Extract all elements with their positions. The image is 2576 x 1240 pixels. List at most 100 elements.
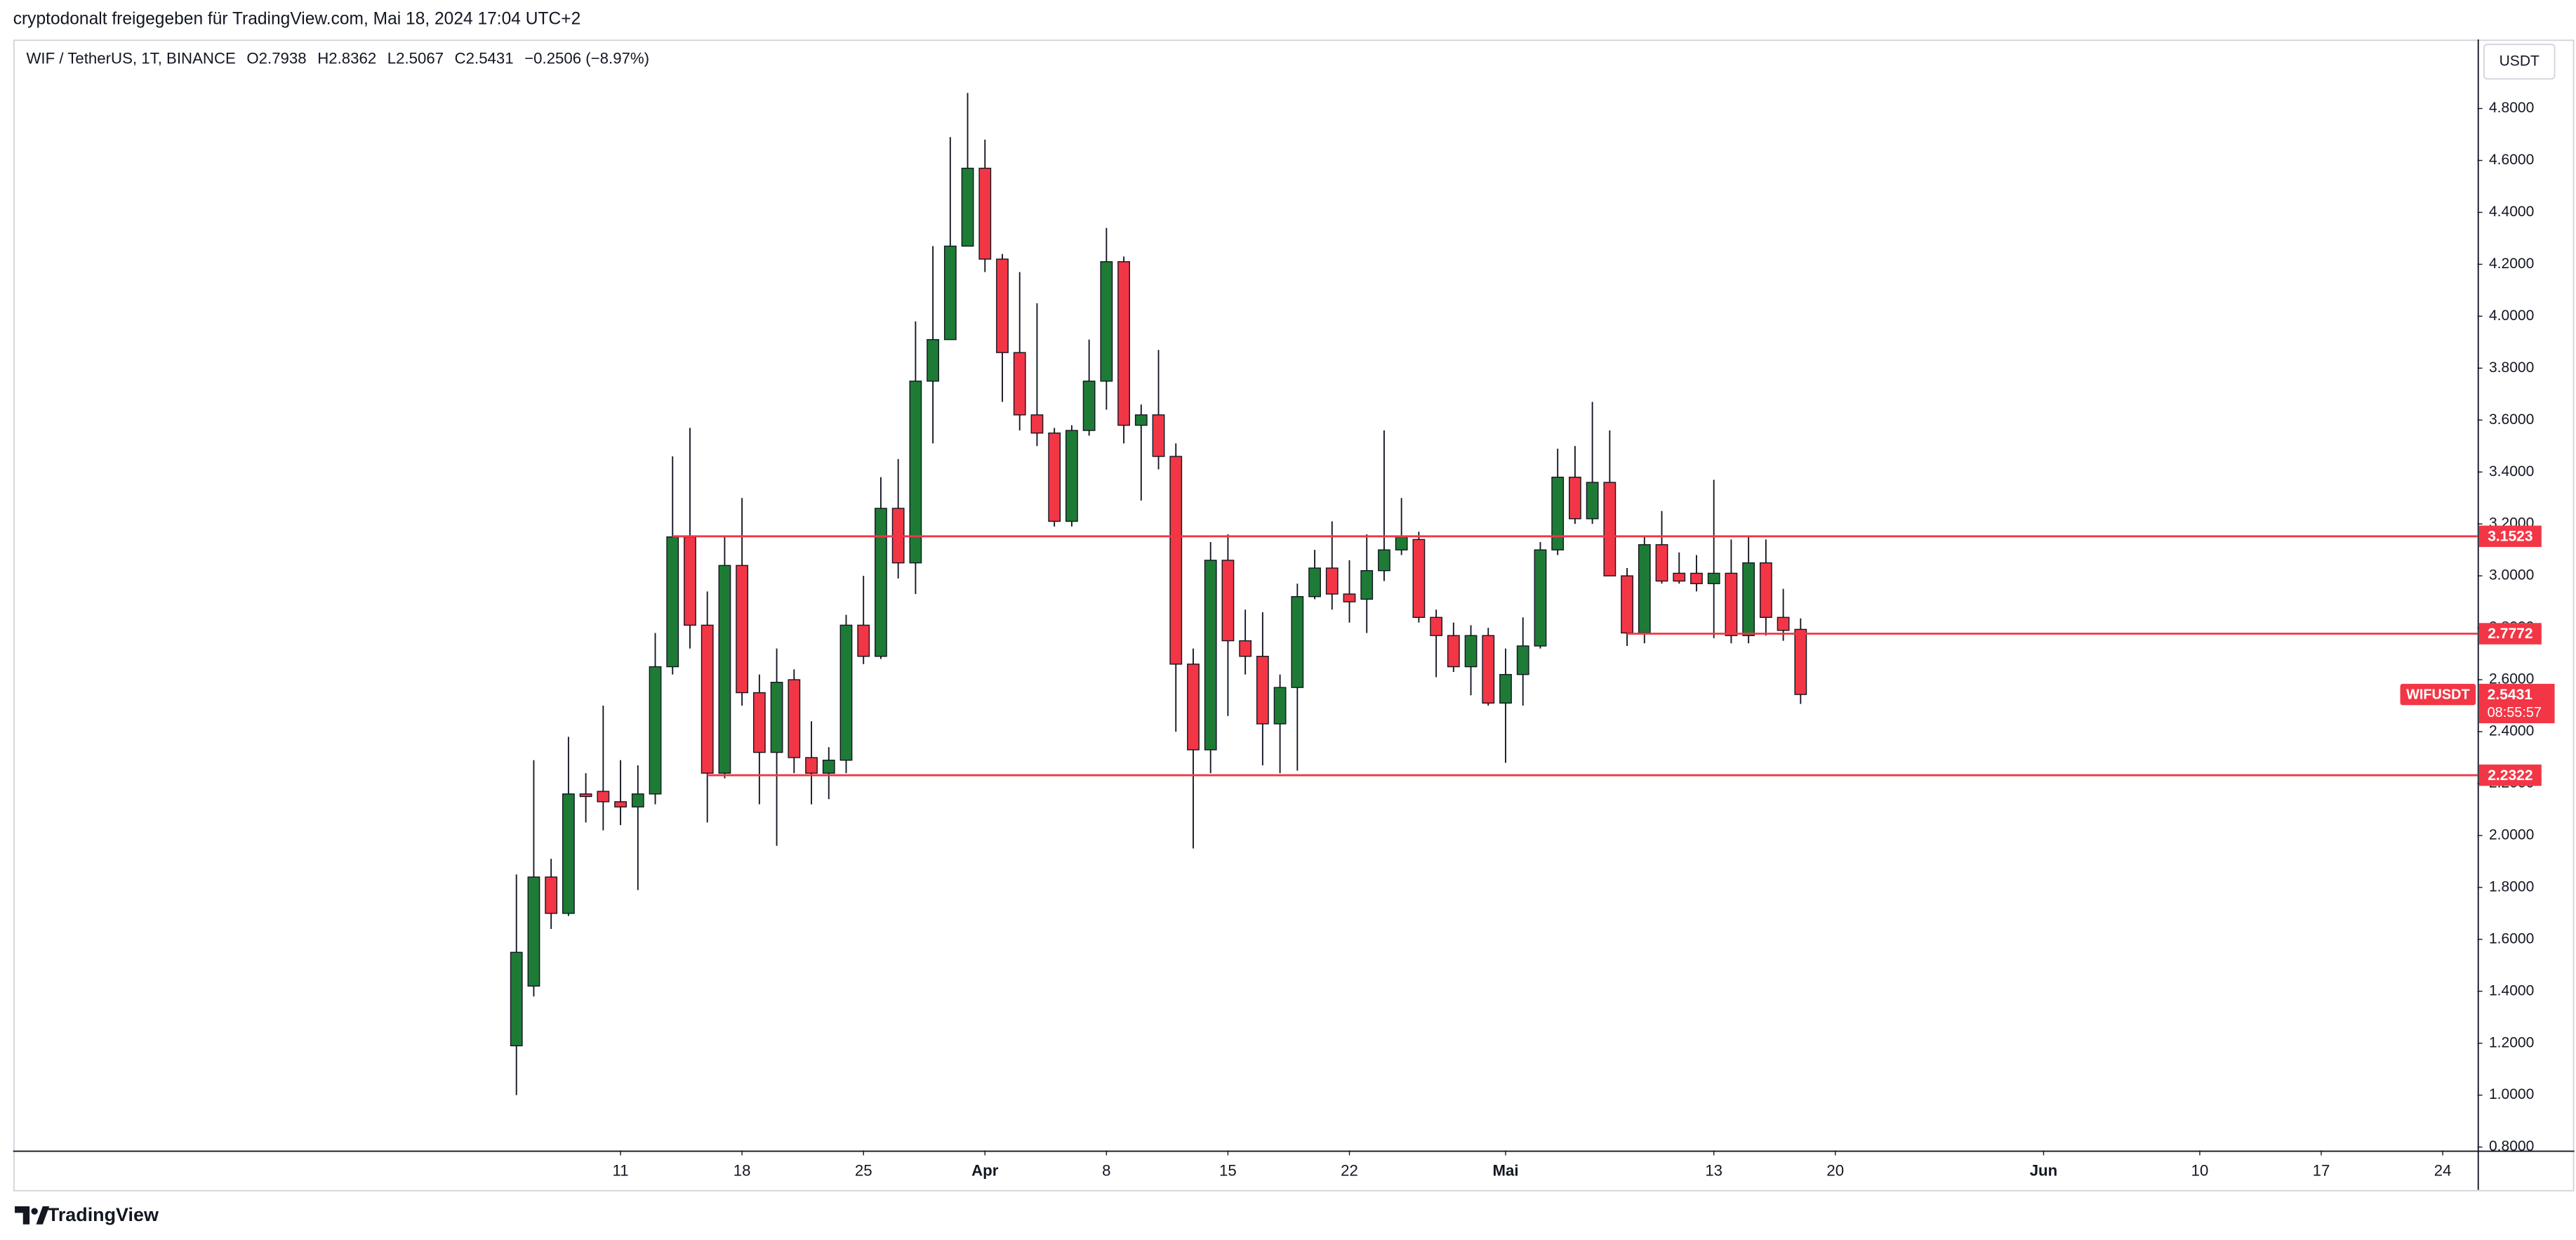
candle-body <box>1794 628 1807 695</box>
candle-body <box>545 876 558 914</box>
candle <box>510 874 523 1095</box>
candle <box>927 246 940 444</box>
candle-body <box>1273 687 1287 725</box>
candle-body <box>1204 560 1217 751</box>
candle-body <box>1516 645 1529 675</box>
level-label: 3.1523 <box>2488 529 2532 545</box>
candle-body <box>1655 544 1668 582</box>
candle <box>1725 539 1738 644</box>
y-tick-label: 4.0000 <box>2489 308 2534 324</box>
x-tick-label: 25 <box>855 1162 872 1180</box>
y-tick-label: 4.8000 <box>2489 100 2534 116</box>
candle-body <box>770 682 783 753</box>
chart-frame <box>13 39 2575 1192</box>
y-tick-label: 1.4000 <box>2489 982 2534 998</box>
candle <box>1030 303 1044 447</box>
candle <box>1239 609 1252 675</box>
candle-body <box>1482 635 1495 704</box>
y-tick-label: 3.8000 <box>2489 360 2534 376</box>
candle-body <box>1048 433 1061 522</box>
candle <box>1291 583 1304 771</box>
candle-body <box>1464 635 1478 668</box>
ticker-tag: WIFUSDT <box>2406 687 2470 702</box>
candle <box>1013 272 1026 431</box>
candle <box>770 648 783 846</box>
candle <box>1534 542 1547 649</box>
x-tick-label: Apr <box>971 1162 999 1180</box>
candle-body <box>943 245 957 341</box>
candle-body <box>701 624 714 774</box>
candle <box>996 253 1009 402</box>
candle <box>978 139 992 272</box>
candle <box>562 737 575 916</box>
price-tag-box <box>2478 683 2555 724</box>
candle <box>1378 430 1390 581</box>
candle <box>1569 446 1581 525</box>
candle-body <box>996 258 1009 353</box>
candle <box>1603 430 1616 576</box>
candle <box>1308 550 1321 600</box>
candle-body <box>510 951 523 1047</box>
candle <box>1152 350 1165 470</box>
candle <box>1065 425 1078 527</box>
candle-body <box>805 757 818 774</box>
candle-body <box>978 167 992 260</box>
candle-body <box>718 565 731 774</box>
currency-label: USDT <box>2499 53 2540 69</box>
share-header: cryptodonalt freigegeben für TradingView… <box>13 10 581 29</box>
candle-body <box>1117 261 1130 426</box>
candle <box>857 576 870 664</box>
candle-body <box>927 338 940 382</box>
candle <box>597 706 610 831</box>
candle-body <box>631 793 644 807</box>
candle <box>1499 648 1512 763</box>
candle-body <box>1100 261 1113 382</box>
candle <box>545 859 558 930</box>
candle <box>822 747 835 800</box>
candle <box>1082 339 1096 436</box>
legend: WIF / TetherUS, 1T, BINANCE O2.7938 H2.8… <box>26 49 649 67</box>
candle <box>1586 402 1599 525</box>
level-label: 2.2322 <box>2488 767 2532 784</box>
candle <box>1759 539 1772 636</box>
candle-body <box>1603 482 1616 576</box>
candle <box>718 536 731 779</box>
candle-body <box>1239 640 1252 657</box>
level-label-box <box>2478 764 2542 786</box>
candle <box>1395 498 1408 555</box>
candle-body <box>839 624 853 761</box>
candle-body <box>788 679 801 758</box>
x-tick-label: 15 <box>1219 1162 1237 1180</box>
y-tick-label: 4.2000 <box>2489 256 2534 272</box>
candle-body <box>1499 673 1512 704</box>
currency-box[interactable] <box>2483 44 2556 80</box>
ticker-tag-box <box>2400 683 2476 706</box>
plot-area <box>510 93 1807 1095</box>
candle <box>1204 542 1217 774</box>
candle-body <box>1725 572 1738 636</box>
x-tick-label: Jun <box>2030 1162 2058 1180</box>
candle <box>1742 536 1755 644</box>
y-tick-label: 4.4000 <box>2489 204 2534 220</box>
candle-body <box>1707 572 1720 584</box>
candle <box>1412 532 1426 623</box>
candle <box>1482 628 1495 706</box>
candle-body <box>1291 596 1304 688</box>
candle-body <box>1569 476 1581 520</box>
candle-body <box>579 793 592 798</box>
candle <box>1169 443 1183 732</box>
candle-body <box>666 536 679 668</box>
candle-body <box>1134 414 1148 426</box>
candle <box>1048 428 1061 527</box>
candle-body <box>961 167 974 247</box>
x-tick-label: 13 <box>1705 1162 1722 1180</box>
candle-body <box>1065 430 1078 522</box>
candle <box>701 591 714 823</box>
candle-body <box>1378 549 1390 572</box>
candle-body <box>1412 539 1426 618</box>
candle <box>891 459 905 579</box>
legend-close: C2.5431 <box>455 49 514 67</box>
candle <box>1187 648 1200 849</box>
candle <box>1273 674 1287 774</box>
